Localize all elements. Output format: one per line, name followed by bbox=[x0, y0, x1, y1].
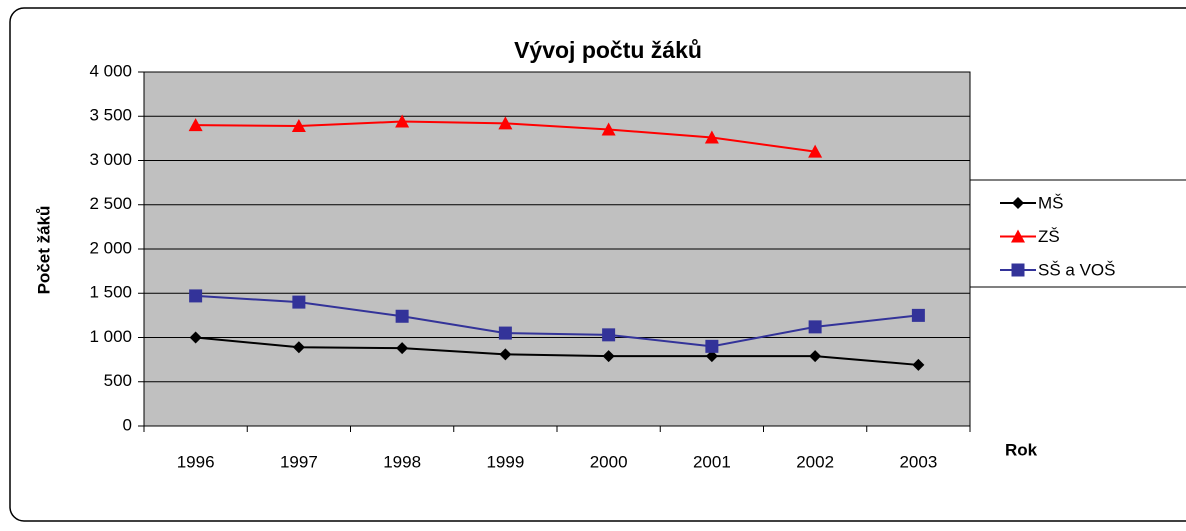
marker bbox=[189, 331, 202, 344]
x-tick-label: 2003 bbox=[899, 452, 937, 471]
y-axis-label: Počet žáků bbox=[34, 206, 53, 295]
marker bbox=[602, 328, 616, 342]
y-tick-label: 1 000 bbox=[89, 327, 132, 346]
marker bbox=[291, 118, 306, 132]
marker bbox=[809, 350, 822, 363]
marker bbox=[292, 341, 305, 354]
marker bbox=[498, 326, 512, 340]
y-tick-label: 3 500 bbox=[89, 106, 132, 125]
marker bbox=[705, 350, 718, 363]
marker bbox=[292, 295, 306, 309]
marker bbox=[808, 320, 822, 334]
x-tick-label: 2001 bbox=[693, 452, 731, 471]
marker bbox=[498, 116, 513, 130]
x-axis-label: Rok bbox=[1005, 440, 1038, 459]
legend-label: MŠ bbox=[1038, 193, 1064, 212]
series-line bbox=[195, 294, 919, 348]
series-line bbox=[195, 336, 919, 366]
marker bbox=[396, 342, 409, 355]
legend-label: ZŠ bbox=[1038, 227, 1060, 246]
marker bbox=[395, 309, 409, 323]
marker bbox=[912, 358, 925, 371]
y-tick-label: 4 000 bbox=[89, 61, 132, 80]
y-tick-label: 1 500 bbox=[89, 283, 132, 302]
legend-marker bbox=[1011, 229, 1025, 243]
x-tick-label: 2002 bbox=[796, 452, 834, 471]
legend-label: SŠ a VOŠ bbox=[1038, 260, 1115, 279]
marker bbox=[601, 122, 616, 136]
marker bbox=[189, 289, 203, 303]
y-tick-label: 2 000 bbox=[89, 238, 132, 257]
x-tick-label: 1996 bbox=[177, 452, 215, 471]
marker bbox=[602, 350, 615, 363]
x-tick-label: 1999 bbox=[486, 452, 524, 471]
marker bbox=[188, 118, 203, 132]
y-tick-label: 500 bbox=[104, 371, 132, 390]
marker bbox=[704, 130, 719, 144]
x-tick-label: 2000 bbox=[590, 452, 628, 471]
marker bbox=[911, 308, 925, 322]
legend-marker bbox=[1011, 263, 1025, 277]
marker bbox=[705, 339, 719, 353]
x-tick-label: 1998 bbox=[383, 452, 421, 471]
marker bbox=[499, 348, 512, 361]
y-tick-label: 0 bbox=[123, 415, 132, 434]
marker bbox=[808, 144, 823, 158]
marker bbox=[395, 114, 410, 128]
legend-marker bbox=[1012, 197, 1024, 209]
y-tick-label: 3 000 bbox=[89, 150, 132, 169]
y-tick-label: 2 500 bbox=[89, 194, 132, 213]
chart-title: Vývoj počtu žáků bbox=[514, 37, 702, 63]
x-tick-label: 1997 bbox=[280, 452, 318, 471]
